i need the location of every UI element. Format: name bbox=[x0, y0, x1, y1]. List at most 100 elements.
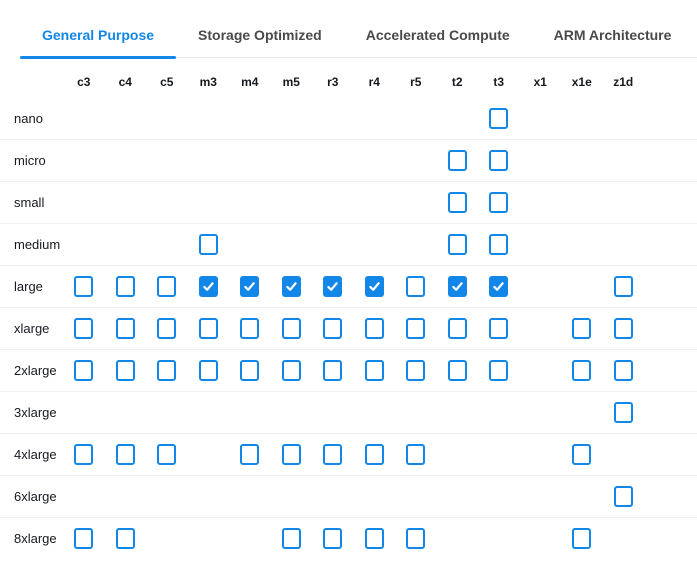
cell-micro-t2 bbox=[437, 150, 479, 171]
cell-large-r5 bbox=[395, 276, 437, 297]
checkbox-xlarge-r4[interactable] bbox=[364, 318, 384, 339]
column-header-c5: c5 bbox=[160, 74, 174, 89]
table-row-medium: medium bbox=[0, 224, 697, 266]
check-icon bbox=[327, 282, 338, 291]
checkbox-2xlarge-c5[interactable] bbox=[157, 360, 177, 381]
checkbox-nano-t3[interactable] bbox=[489, 108, 509, 129]
cell-xlarge-c4 bbox=[105, 318, 147, 339]
column-header-r3: r3 bbox=[327, 74, 339, 89]
cell-large-m3 bbox=[188, 276, 230, 297]
cell-4xlarge-m4 bbox=[229, 444, 271, 465]
tab-accelerated-compute[interactable]: Accelerated Compute bbox=[344, 23, 532, 57]
cell-large-r3 bbox=[312, 276, 354, 297]
checkbox-large-r5[interactable] bbox=[406, 276, 426, 297]
cell-xlarge-c3 bbox=[63, 318, 105, 339]
checkbox-4xlarge-c3[interactable] bbox=[74, 444, 94, 465]
column-header-row: c3 c4 c5 m3 m4 m5 r3 r4 r5 t2 t3 x1 x1e z1d bbox=[0, 65, 697, 98]
checkbox-2xlarge-r3[interactable] bbox=[323, 360, 343, 381]
checkbox-2xlarge-m5[interactable] bbox=[281, 360, 301, 381]
column-header-r4: r4 bbox=[368, 74, 380, 89]
column-header-c3: c3 bbox=[77, 74, 91, 89]
checkbox-6xlarge-z1d[interactable] bbox=[613, 486, 633, 507]
cell-medium-t3 bbox=[478, 234, 520, 255]
tab-storage-optimized[interactable]: Storage Optimized bbox=[176, 23, 344, 57]
checkbox-4xlarge-r4[interactable] bbox=[364, 444, 384, 465]
checkbox-2xlarge-c4[interactable] bbox=[115, 360, 135, 381]
cell-large-c3 bbox=[63, 276, 105, 297]
cell-2xlarge-r5 bbox=[395, 360, 437, 381]
row-label-small: small bbox=[14, 195, 45, 210]
checkbox-2xlarge-r4[interactable] bbox=[364, 360, 384, 381]
cell-2xlarge-m3 bbox=[188, 360, 230, 381]
checkbox-xlarge-r5[interactable] bbox=[406, 318, 426, 339]
checkbox-medium-t2[interactable] bbox=[447, 234, 467, 255]
checkbox-large-r4[interactable] bbox=[364, 276, 384, 297]
checkbox-4xlarge-r3[interactable] bbox=[323, 444, 343, 465]
checkbox-xlarge-m5[interactable] bbox=[281, 318, 301, 339]
checkbox-medium-m3[interactable] bbox=[198, 234, 218, 255]
checkbox-small-t2[interactable] bbox=[447, 192, 467, 213]
table-row-small: small bbox=[0, 182, 697, 224]
cell-nano-t3 bbox=[478, 108, 520, 129]
checkbox-large-m3[interactable] bbox=[198, 276, 218, 297]
checkbox-2xlarge-m3[interactable] bbox=[198, 360, 218, 381]
checkbox-2xlarge-t3[interactable] bbox=[489, 360, 509, 381]
checkbox-large-c4[interactable] bbox=[115, 276, 135, 297]
cell-xlarge-m3 bbox=[188, 318, 230, 339]
checkbox-large-c5[interactable] bbox=[157, 276, 177, 297]
checkbox-xlarge-m3[interactable] bbox=[198, 318, 218, 339]
cell-3xlarge-z1d bbox=[603, 402, 645, 423]
checkbox-2xlarge-z1d[interactable] bbox=[613, 360, 633, 381]
checkbox-4xlarge-c4[interactable] bbox=[115, 444, 135, 465]
tab-general-purpose[interactable]: General Purpose bbox=[20, 23, 177, 59]
checkbox-xlarge-x1e[interactable] bbox=[572, 318, 592, 339]
checkbox-micro-t2[interactable] bbox=[447, 150, 467, 171]
checkbox-2xlarge-x1e[interactable] bbox=[572, 360, 592, 381]
checkbox-large-z1d[interactable] bbox=[613, 276, 633, 297]
checkbox-2xlarge-m4[interactable] bbox=[240, 360, 260, 381]
checkbox-4xlarge-m4[interactable] bbox=[240, 444, 260, 465]
checkbox-4xlarge-r5[interactable] bbox=[406, 444, 426, 465]
checkbox-xlarge-t3[interactable] bbox=[489, 318, 509, 339]
checkbox-small-t3[interactable] bbox=[489, 192, 509, 213]
row-label-6xlarge: 6xlarge bbox=[14, 489, 57, 504]
checkbox-2xlarge-c3[interactable] bbox=[74, 360, 94, 381]
tab-arm-architecture[interactable]: ARM Architecture bbox=[532, 23, 694, 57]
checkbox-xlarge-c4[interactable] bbox=[115, 318, 135, 339]
column-header-c4: c4 bbox=[118, 74, 132, 89]
cell-small-t3 bbox=[478, 192, 520, 213]
checkbox-4xlarge-m5[interactable] bbox=[281, 444, 301, 465]
checkbox-3xlarge-z1d[interactable] bbox=[613, 402, 633, 423]
table-row-xlarge: xlarge bbox=[0, 308, 697, 350]
checkbox-large-t3[interactable] bbox=[489, 276, 509, 297]
checkbox-4xlarge-x1e[interactable] bbox=[572, 444, 592, 465]
cell-4xlarge-c5 bbox=[146, 444, 188, 465]
column-header-x1e: x1e bbox=[571, 74, 592, 89]
cell-xlarge-x1e bbox=[561, 318, 603, 339]
checkbox-large-r3[interactable] bbox=[323, 276, 343, 297]
row-label-8xlarge: 8xlarge bbox=[14, 531, 57, 546]
checkbox-large-c3[interactable] bbox=[74, 276, 94, 297]
row-label-large: large bbox=[14, 279, 43, 294]
cell-medium-m3 bbox=[188, 234, 230, 255]
checkbox-large-m4[interactable] bbox=[240, 276, 260, 297]
checkbox-xlarge-c5[interactable] bbox=[157, 318, 177, 339]
check-icon bbox=[203, 282, 214, 291]
checkbox-4xlarge-c5[interactable] bbox=[157, 444, 177, 465]
checkbox-medium-t3[interactable] bbox=[489, 234, 509, 255]
checkbox-xlarge-z1d[interactable] bbox=[613, 318, 633, 339]
instance-type-matrix: c3 c4 c5 m3 m4 m5 r3 r4 r5 t2 t3 x1 x1e z1d nano micro… bbox=[0, 65, 697, 559]
checkbox-xlarge-t2[interactable] bbox=[447, 318, 467, 339]
checkbox-xlarge-r3[interactable] bbox=[323, 318, 343, 339]
checkbox-micro-t3[interactable] bbox=[489, 150, 509, 171]
checkbox-xlarge-c3[interactable] bbox=[74, 318, 94, 339]
checkbox-2xlarge-r5[interactable] bbox=[406, 360, 426, 381]
table-row-2xlarge: 2xlarge bbox=[0, 350, 697, 392]
row-label-nano: nano bbox=[14, 111, 43, 126]
checkbox-large-t2[interactable] bbox=[447, 276, 467, 297]
cell-medium-t2 bbox=[437, 234, 479, 255]
cell-large-c4 bbox=[105, 276, 147, 297]
checkbox-2xlarge-t2[interactable] bbox=[447, 360, 467, 381]
checkbox-large-m5[interactable] bbox=[281, 276, 301, 297]
checkbox-xlarge-m4[interactable] bbox=[240, 318, 260, 339]
